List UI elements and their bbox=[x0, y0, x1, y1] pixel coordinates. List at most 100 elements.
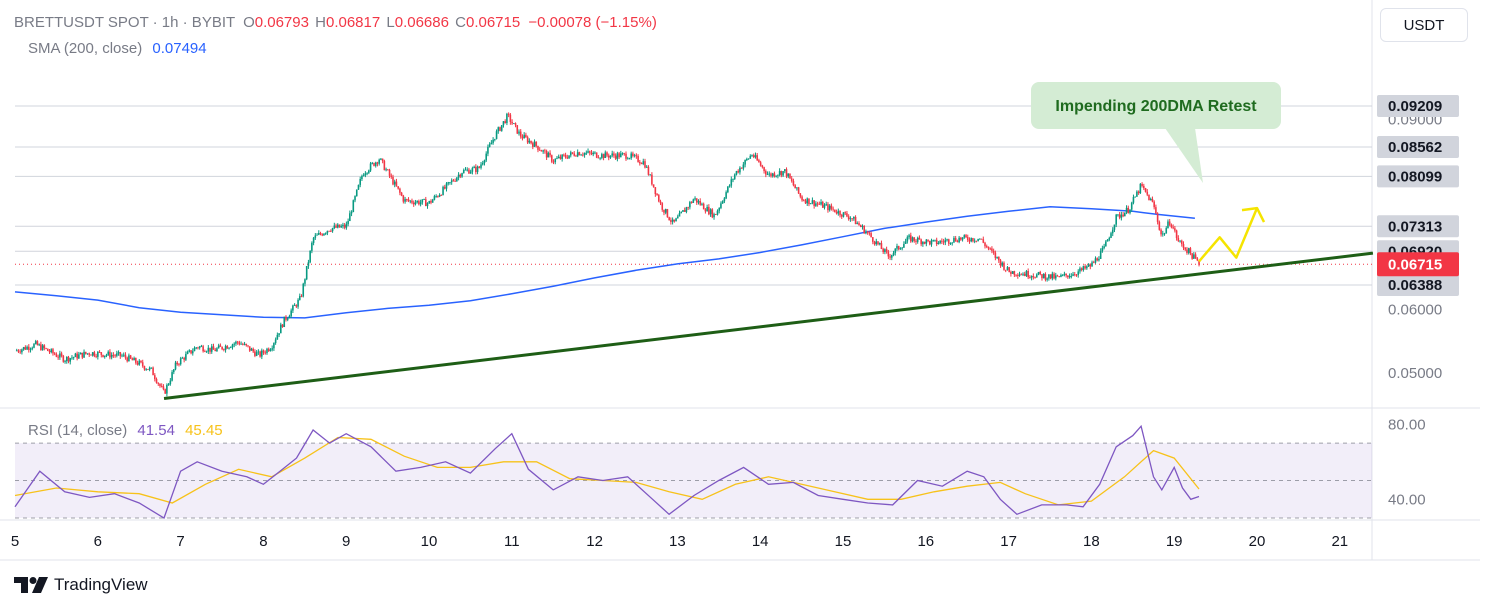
candle-body bbox=[217, 345, 220, 349]
candle-body bbox=[435, 196, 437, 197]
candle-body bbox=[145, 369, 147, 371]
time-tick-label: 15 bbox=[835, 533, 852, 550]
projection-arrow-path[interactable] bbox=[1198, 207, 1259, 263]
price-tick-label: 0.06000 bbox=[1388, 302, 1442, 319]
candle-body bbox=[179, 358, 182, 365]
time-tick-label: 10 bbox=[421, 533, 438, 550]
candle-body bbox=[119, 352, 122, 357]
candle-body bbox=[846, 213, 848, 217]
candle-body bbox=[266, 348, 268, 354]
annotation-box[interactable] bbox=[1031, 82, 1281, 129]
level-badge bbox=[1377, 165, 1459, 188]
candle-body bbox=[569, 152, 572, 156]
tradingview-logo[interactable]: TradingView bbox=[14, 575, 148, 595]
projection-arrow-head[interactable] bbox=[1241, 206, 1266, 223]
candle-body bbox=[17, 350, 20, 352]
candle-body bbox=[55, 354, 58, 357]
candle-body bbox=[571, 152, 574, 154]
level-badge-label: 0.06388 bbox=[1388, 277, 1442, 294]
candle-body bbox=[697, 201, 700, 203]
candle-body bbox=[254, 351, 256, 356]
rsi-path bbox=[14, 424, 1200, 519]
candle-body bbox=[416, 200, 418, 203]
candle-body bbox=[1011, 271, 1014, 274]
candle-body bbox=[247, 345, 249, 347]
candle-body bbox=[1125, 207, 1128, 213]
candle-body bbox=[171, 372, 173, 381]
candle-body bbox=[765, 171, 767, 175]
candle-body bbox=[250, 348, 253, 351]
price-axis[interactable]: 0.090000.060000.050000.092090.085620.080… bbox=[1377, 94, 1459, 508]
candle-body bbox=[381, 158, 384, 161]
currency-button[interactable]: USDT bbox=[1380, 8, 1468, 42]
candle-body bbox=[928, 240, 931, 245]
candle-body bbox=[1155, 207, 1157, 214]
trendline-path[interactable] bbox=[163, 251, 1374, 400]
candle-body bbox=[198, 346, 201, 348]
trendline[interactable] bbox=[163, 251, 1374, 400]
candle-body bbox=[968, 240, 971, 242]
candle-body bbox=[471, 168, 474, 172]
candle-body bbox=[556, 158, 558, 159]
candle-body bbox=[625, 153, 627, 159]
candle-body bbox=[466, 169, 469, 171]
candle-body bbox=[174, 362, 177, 370]
candle-body bbox=[582, 154, 584, 156]
candle-body bbox=[518, 131, 520, 134]
time-axis[interactable]: 5 6 7 8 9 10 11 12 13 14 15 16 17 18 19 20 21 bbox=[11, 533, 1348, 550]
candle-body bbox=[1146, 191, 1149, 195]
candle-body bbox=[732, 178, 734, 180]
candle-body bbox=[894, 248, 897, 253]
candle-body bbox=[181, 357, 184, 359]
candle-body bbox=[941, 240, 943, 242]
candle-body bbox=[98, 351, 101, 353]
candle-body bbox=[297, 299, 299, 307]
candle-body bbox=[269, 349, 272, 351]
level-badge bbox=[1377, 215, 1459, 238]
candle-body bbox=[449, 182, 451, 183]
candle-body bbox=[1023, 273, 1026, 276]
candle-body bbox=[117, 352, 120, 354]
candle-body bbox=[694, 198, 696, 200]
rsi-label[interactable]: RSI (14, close) bbox=[28, 422, 128, 439]
candle-body bbox=[380, 158, 382, 160]
candle-body bbox=[57, 356, 59, 358]
candle-body bbox=[298, 296, 301, 300]
candle-body bbox=[1056, 275, 1059, 277]
candle-body bbox=[897, 246, 900, 250]
candle-body bbox=[233, 343, 236, 345]
candle-body bbox=[109, 351, 111, 358]
candle-body bbox=[911, 237, 914, 242]
candle-body bbox=[1196, 258, 1199, 261]
candle-body bbox=[823, 204, 826, 208]
candle-body bbox=[1137, 191, 1140, 194]
candle-body bbox=[1143, 185, 1145, 189]
candle-body bbox=[343, 224, 346, 228]
candle-body bbox=[102, 354, 104, 357]
candle-body bbox=[563, 154, 565, 156]
candle-body bbox=[72, 357, 75, 358]
candle-body bbox=[24, 347, 27, 350]
annotation-pointer[interactable] bbox=[1165, 128, 1203, 183]
projection-arrow[interactable] bbox=[1198, 206, 1266, 263]
time-tick-label: 6 bbox=[94, 533, 102, 550]
annotation-callout[interactable]: Impending 200DMA Retest bbox=[1031, 82, 1281, 183]
candle-body bbox=[454, 181, 456, 182]
candle-body bbox=[366, 172, 368, 174]
time-tick-label: 20 bbox=[1249, 533, 1266, 550]
candle-body bbox=[97, 351, 99, 357]
candle-body bbox=[190, 350, 192, 354]
candle-body bbox=[804, 200, 807, 204]
symbol-label[interactable]: BRETTUSDT SPOT · 1h · BYBIT bbox=[14, 14, 235, 31]
candle-body bbox=[1105, 241, 1107, 247]
candle-body bbox=[347, 221, 349, 225]
candle-body bbox=[664, 209, 667, 213]
candle-body bbox=[110, 354, 113, 358]
candle-body bbox=[1184, 247, 1187, 250]
sma-label[interactable]: SMA (200, close) bbox=[28, 40, 143, 57]
candle-body bbox=[1004, 269, 1007, 271]
candle-body bbox=[1003, 262, 1005, 270]
candle-body bbox=[980, 238, 983, 240]
candle-body bbox=[835, 212, 838, 214]
